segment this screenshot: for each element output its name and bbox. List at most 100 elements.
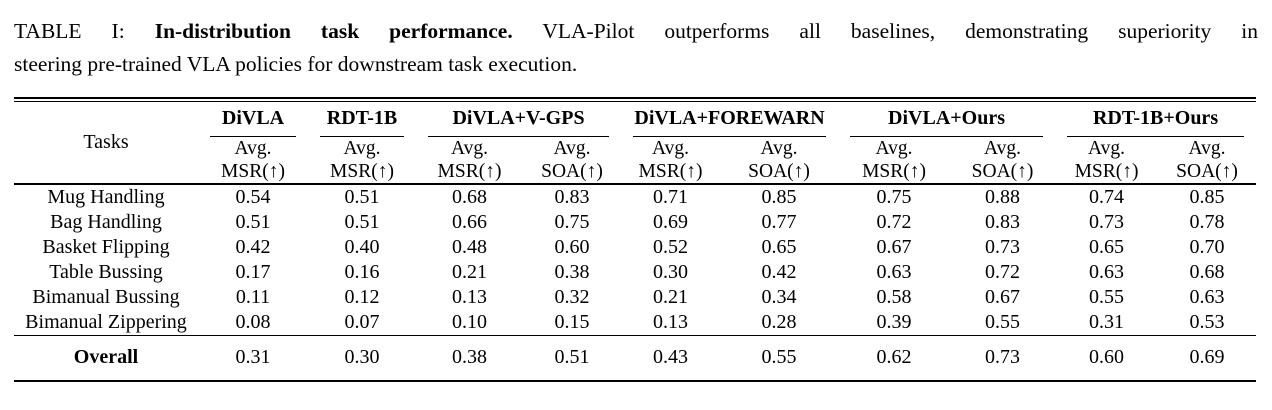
value-cell-best: 0.73	[950, 334, 1056, 381]
value-cell: 0.52	[653, 235, 689, 258]
overall-label: Overall	[14, 334, 198, 381]
value-cell: 0.71	[653, 185, 689, 208]
metric-line1: Avg.	[760, 137, 798, 159]
metric-line2: SOA(↑)	[748, 160, 810, 182]
top-double-rule	[14, 97, 1256, 102]
value-cell: 0.83	[554, 185, 590, 208]
metric-line1: Avg.	[984, 137, 1022, 159]
value-cell: 0.34	[761, 285, 797, 308]
table-row: Bimanual Zippering 0.08 0.07 0.10 0.15 0…	[14, 310, 1256, 336]
value-cell: 0.83	[985, 210, 1021, 233]
metric-line1: Avg.	[1188, 137, 1226, 159]
value-cell: 0.21	[452, 260, 487, 283]
caption-text-1: VLA-Pilot outperforms all baselines, dem…	[542, 19, 1258, 43]
table-area: Tasks DiVLA RDT-1B DiVLA+V-GPS DiVLA+FOR…	[14, 97, 1257, 382]
group-header-rdt1b: RDT-1B	[308, 102, 416, 137]
group-label: RDT-1B+Ours	[1067, 102, 1245, 137]
value-cell: 0.31	[1089, 310, 1125, 333]
metric-line1: Avg.	[1088, 137, 1126, 159]
value-cell: 0.67	[985, 285, 1021, 308]
caption-title: In-distribution task performance.	[154, 19, 513, 43]
group-label: DiVLA+Ours	[850, 102, 1044, 137]
value-cell: 0.88	[985, 185, 1021, 208]
metric-line1: Avg.	[553, 137, 591, 159]
value-cell: 0.65	[761, 235, 797, 258]
value-cell: 0.74	[1089, 185, 1125, 208]
value-cell: 0.43	[621, 334, 721, 381]
value-cell: 0.73	[1089, 210, 1125, 233]
group-header-divla-forewarn: DiVLA+FOREWARN	[621, 102, 838, 137]
value-cell: 0.21	[653, 285, 689, 308]
value-cell: 0.07	[344, 310, 380, 333]
value-cell: 0.63	[1089, 260, 1125, 283]
table-caption: TABLE I: In-distribution task performanc…	[14, 15, 1258, 80]
group-label: RDT-1B	[320, 102, 404, 137]
metric-line1: Avg.	[343, 137, 381, 159]
task-cell: Bimanual Bussing	[32, 285, 180, 308]
caption-line-2: steering pre-trained VLA policies for do…	[14, 51, 578, 76]
metric-line2: MSR(↑)	[862, 160, 926, 182]
value-cell: 0.54	[235, 185, 271, 208]
value-cell: 0.40	[344, 235, 380, 258]
metric-header: Avg. MSR(↑)	[838, 136, 951, 185]
value-cell: 0.66	[452, 210, 487, 233]
metric-header: Avg. MSR(↑)	[416, 136, 523, 185]
value-cell: 0.75	[876, 185, 912, 208]
task-cell: Bag Handling	[50, 210, 162, 233]
value-cell: 0.38	[416, 334, 523, 381]
value-cell: 0.85	[1189, 185, 1225, 208]
group-header-divla: DiVLA	[198, 102, 308, 137]
value-cell: 0.55	[985, 310, 1021, 333]
group-label: DiVLA+V-GPS	[428, 102, 610, 137]
task-cell: Bimanual Zippering	[25, 310, 187, 333]
value-cell: 0.63	[876, 260, 912, 283]
value-cell: 0.63	[1189, 285, 1225, 308]
value-cell: 0.75	[554, 210, 590, 233]
metric-line2: SOA(↑)	[541, 160, 603, 182]
metric-header: Avg. SOA(↑)	[950, 136, 1056, 185]
value-cell: 0.42	[235, 235, 271, 258]
value-cell: 0.13	[653, 310, 689, 333]
value-cell: 0.55	[1089, 285, 1125, 308]
table-row: Bimanual Bussing 0.11 0.12 0.13 0.32 0.2…	[14, 285, 1256, 310]
value-cell: 0.67	[876, 235, 912, 258]
value-cell: 0.78	[1189, 210, 1225, 233]
value-cell: 0.53	[1189, 310, 1225, 333]
metric-header-row: Avg. MSR(↑) Avg. MSR(↑) Avg. MSR(↑) Avg.…	[14, 136, 1257, 185]
tasks-column-header: Tasks	[14, 101, 198, 185]
value-cell: 0.30	[308, 334, 416, 381]
value-cell: 0.51	[235, 210, 271, 233]
task-cell: Mug Handling	[47, 185, 165, 208]
value-cell: 0.10	[452, 310, 487, 333]
value-cell-best: 0.62	[838, 334, 951, 381]
value-cell: 0.12	[344, 285, 380, 308]
value-cell: 0.69	[653, 210, 689, 233]
table-row: Mug Handling 0.54 0.51 0.68 0.83 0.71 0.…	[14, 184, 1256, 210]
metric-header: Avg. SOA(↑)	[1158, 136, 1257, 185]
table-label: TABLE I:	[14, 19, 125, 43]
metric-line2: SOA(↑)	[1176, 160, 1238, 182]
value-cell: 0.72	[985, 260, 1021, 283]
value-cell-best: 0.60	[1055, 334, 1159, 381]
metric-line1: Avg.	[450, 137, 488, 159]
group-header-rdt1b-ours: RDT-1B+Ours	[1055, 102, 1256, 137]
value-cell: 0.08	[235, 310, 271, 333]
metric-line1: Avg.	[652, 137, 690, 159]
group-header-row: Tasks DiVLA RDT-1B DiVLA+V-GPS DiVLA+FOR…	[14, 101, 1256, 185]
metric-line2: MSR(↑)	[330, 160, 394, 182]
value-cell: 0.85	[761, 185, 797, 208]
metric-header: Avg. SOA(↑)	[720, 136, 839, 185]
value-cell: 0.73	[985, 235, 1021, 258]
value-cell: 0.60	[554, 235, 590, 258]
value-cell: 0.70	[1189, 235, 1225, 258]
task-cell: Table Bussing	[49, 260, 163, 283]
metric-header: Avg. MSR(↑)	[198, 136, 308, 185]
metric-header: Avg. MSR(↑)	[1055, 136, 1159, 185]
results-table: Tasks DiVLA RDT-1B DiVLA+V-GPS DiVLA+FOR…	[14, 101, 1257, 382]
value-cell: 0.16	[344, 260, 380, 283]
value-cell: 0.13	[452, 285, 487, 308]
value-cell-best: 0.69	[1158, 334, 1257, 381]
table-row: Bag Handling 0.51 0.51 0.66 0.75 0.69 0.…	[14, 210, 1256, 235]
group-label: DiVLA+FOREWARN	[633, 102, 827, 137]
value-cell: 0.68	[1189, 260, 1225, 283]
